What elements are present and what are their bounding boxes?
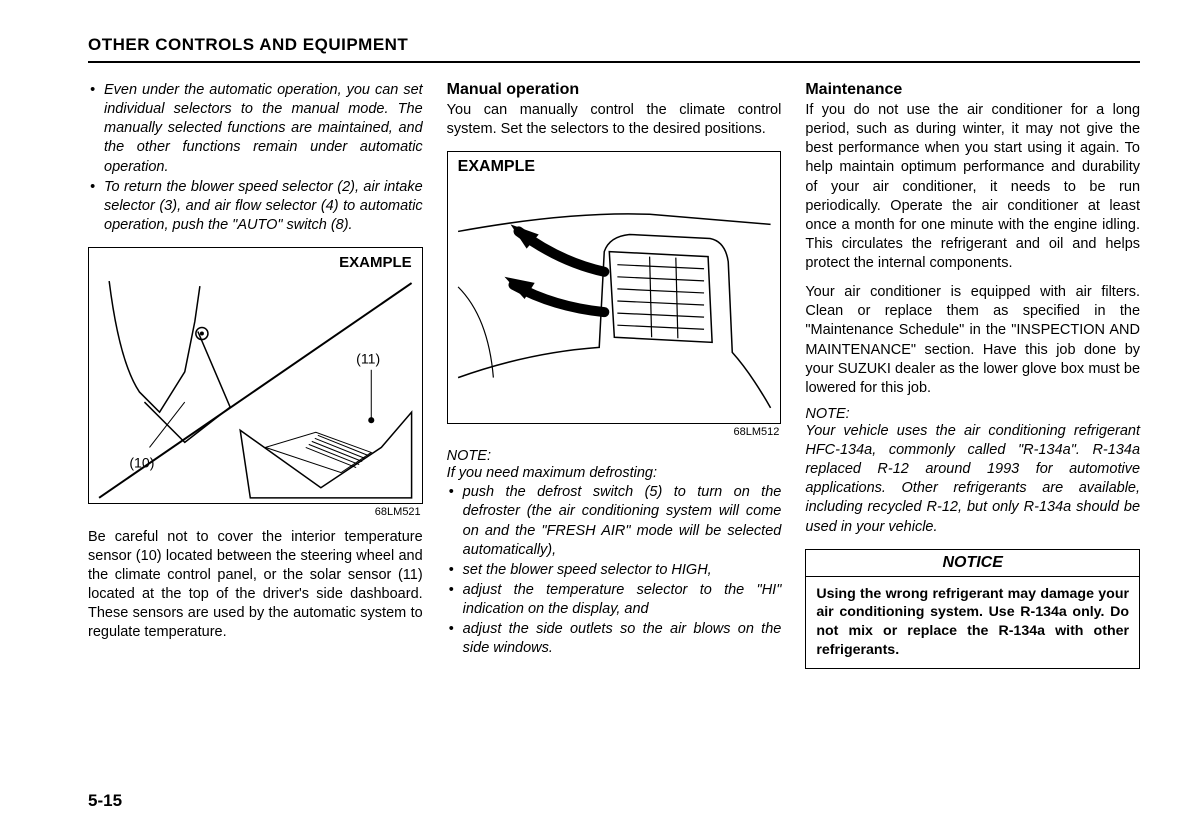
notice-body: Using the wrong refrigerant may damage y… bbox=[806, 577, 1139, 668]
figure-caption-2: 68LM512 bbox=[447, 426, 782, 438]
list-item: To return the blower speed selector (2),… bbox=[88, 178, 423, 235]
sensor-warning-text: Be careful not to cover the interior tem… bbox=[88, 528, 423, 643]
list-item: push the defrost switch (5) to turn on t… bbox=[447, 483, 782, 560]
column-3: Maintenance If you do not use the air co… bbox=[805, 81, 1140, 669]
manual-operation-intro: You can manually control the climate con… bbox=[447, 101, 782, 139]
maintenance-p2: Your air conditioner is equipped with ai… bbox=[805, 283, 1140, 398]
note-label: NOTE: bbox=[805, 406, 1140, 422]
auto-operation-bullets: Even under the automatic operation, you … bbox=[88, 81, 423, 235]
maintenance-p1: If you do not use the air conditioner fo… bbox=[805, 101, 1140, 273]
example-label: EXAMPLE bbox=[89, 248, 422, 271]
defrost-bullets: push the defrost switch (5) to turn on t… bbox=[447, 483, 782, 658]
refrigerant-note: Your vehicle uses the air conditioning r… bbox=[805, 422, 1140, 537]
list-item: Even under the automatic operation, you … bbox=[88, 81, 423, 177]
example-label: EXAMPLE bbox=[448, 152, 781, 176]
manual-operation-heading: Manual operation bbox=[447, 81, 782, 99]
notice-box: NOTICE Using the wrong refrigerant may d… bbox=[805, 549, 1140, 669]
note-label: NOTE: bbox=[447, 448, 782, 464]
notice-header: NOTICE bbox=[806, 550, 1139, 577]
example-figure-2: EXAMPLE bbox=[447, 151, 782, 424]
example-figure-1: EXAMPLE (10) bbox=[88, 247, 423, 504]
list-item: adjust the temperature selector to the "… bbox=[447, 581, 782, 619]
page-number: 5-15 bbox=[88, 791, 122, 811]
label-10: (10) bbox=[129, 455, 154, 471]
column-1: Even under the automatic operation, you … bbox=[88, 81, 423, 669]
maintenance-heading: Maintenance bbox=[805, 81, 1140, 99]
content-columns: Even under the automatic operation, you … bbox=[88, 81, 1140, 669]
column-2: Manual operation You can manually contro… bbox=[447, 81, 782, 669]
figure-caption-1: 68LM521 bbox=[88, 506, 423, 518]
list-item: adjust the side outlets so the air blows… bbox=[447, 620, 782, 658]
sensor-diagram: (10) (11) bbox=[89, 271, 422, 503]
note-intro: If you need maximum defrosting: bbox=[447, 464, 782, 483]
label-11: (11) bbox=[356, 351, 380, 367]
page-header: OTHER CONTROLS AND EQUIPMENT bbox=[88, 35, 1140, 63]
list-item: set the blower speed selector to HIGH, bbox=[447, 561, 782, 580]
vent-diagram bbox=[448, 176, 781, 423]
